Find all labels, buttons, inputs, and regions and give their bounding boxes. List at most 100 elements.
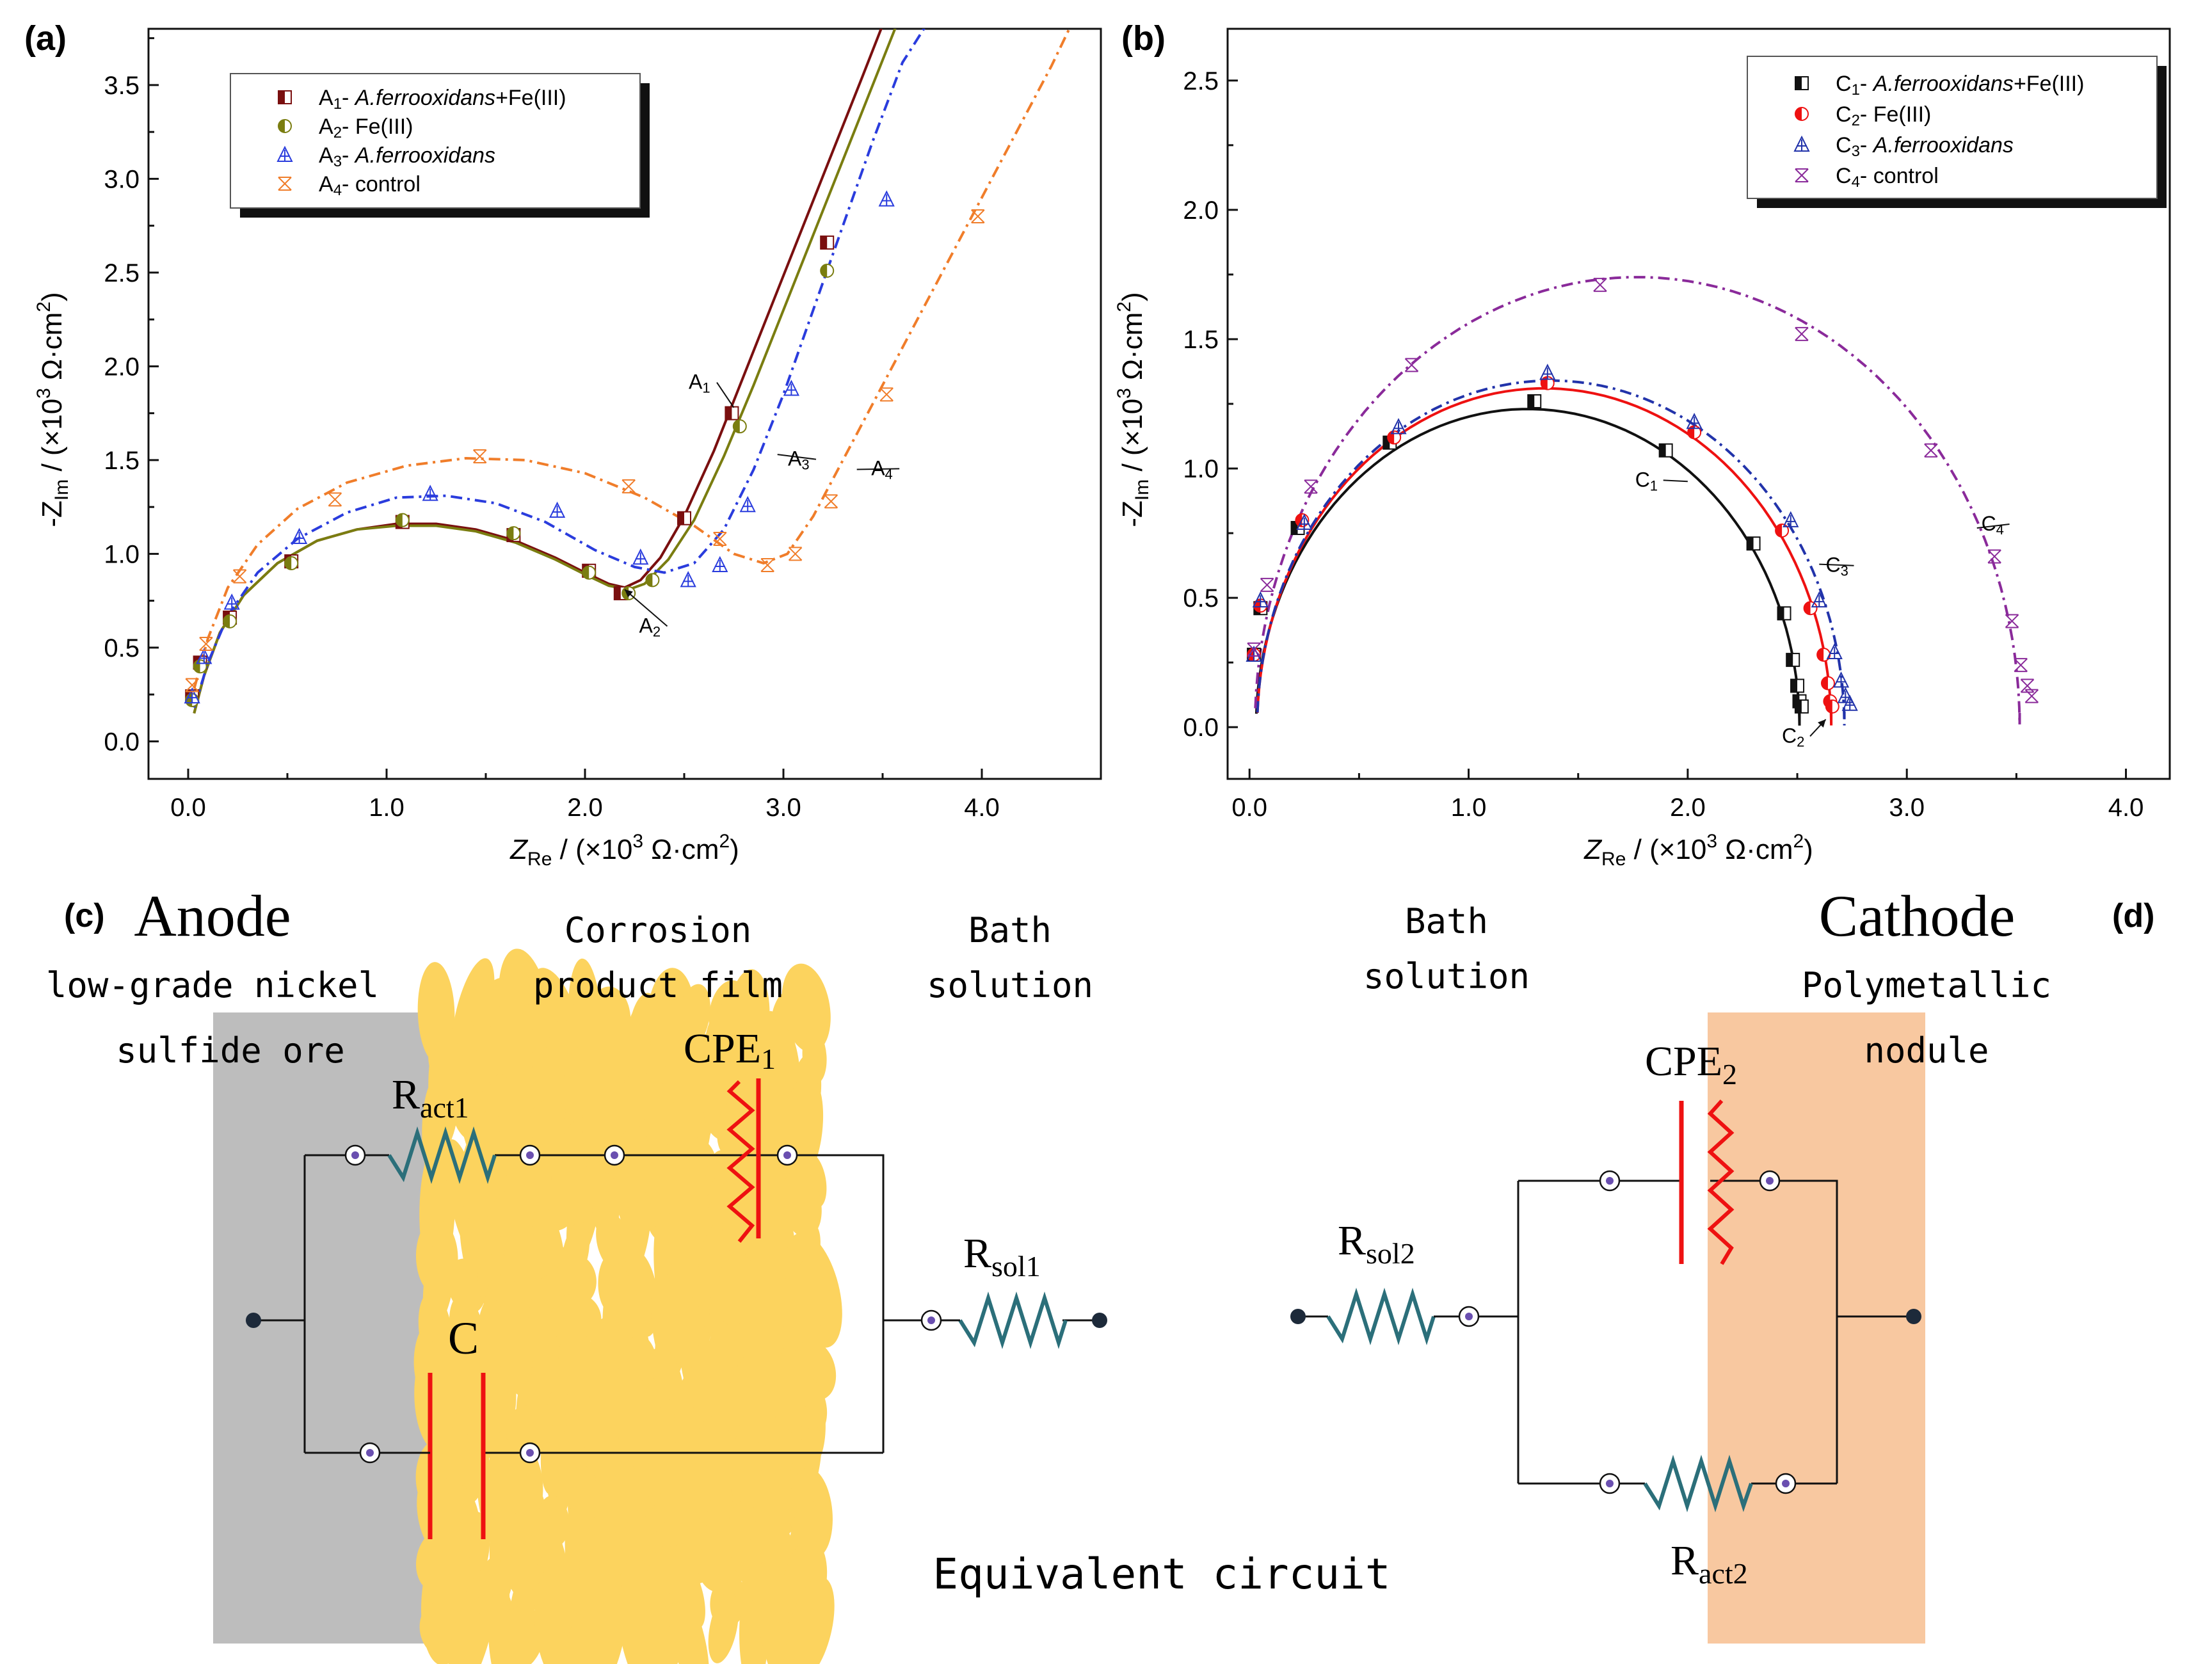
point-C3	[1783, 511, 1799, 527]
point-C1	[1794, 699, 1809, 714]
cathode-title: Cathode	[1819, 883, 2016, 948]
point-A4	[621, 479, 636, 493]
point-C2	[1775, 524, 1790, 538]
legend-a-marker-2	[278, 119, 292, 133]
anode-output-terminal	[1092, 1313, 1107, 1328]
point-C3	[1252, 591, 1269, 608]
film-blob	[554, 1254, 597, 1306]
node-c-left	[359, 1442, 381, 1464]
film-blob	[675, 1559, 705, 1629]
panel-label-b: (b)	[1121, 19, 1166, 58]
point-A3	[184, 687, 200, 704]
cathode-nodule-region	[1708, 1012, 1925, 1644]
chart-b-fit-lines	[1254, 276, 2021, 726]
point-A3	[632, 548, 649, 565]
fit-line-C4	[1254, 276, 2021, 725]
point-C3	[1390, 418, 1407, 435]
resistor-r-sol2	[1326, 1287, 1436, 1346]
chart-b-ytick-label: 0.0	[1183, 714, 1219, 742]
point-A3	[878, 190, 895, 207]
chart-a-legend: A1- A.ferrooxidans+Fe(III) A2- Fe(III) A…	[230, 73, 650, 218]
chart-b-ytick-label: 0.5	[1183, 584, 1219, 612]
annotation-leader-A1	[716, 382, 735, 408]
film-blob	[781, 963, 831, 1053]
point-C1	[1746, 536, 1761, 551]
panel-b: (b) 0.0 1.0 2.0 3.0 4.0 0.0 0.5 1.0 1.5 2.0 2.5 C1…	[1114, 19, 2171, 870]
bath-left-line1: Bath	[968, 910, 1052, 950]
point-C3	[1841, 694, 1858, 711]
point-C1	[1527, 394, 1542, 408]
point-A3	[549, 501, 566, 518]
film-label-line2: product film	[533, 965, 783, 1005]
point-A2	[732, 419, 747, 434]
chart-b-annotations: C1 C2 C3 C4	[1635, 468, 2010, 749]
chart-a-points	[184, 190, 985, 707]
anode-terminal	[246, 1313, 261, 1328]
point-C3	[1296, 513, 1313, 530]
point-A4	[713, 531, 727, 546]
point-A3	[291, 527, 308, 545]
chart-a-xtick-label: 0.0	[170, 794, 206, 822]
chart-a-xtick-label: 2.0	[567, 794, 603, 822]
point-C4	[1987, 549, 2001, 564]
point-C4	[2014, 658, 2028, 673]
point-C3	[1832, 671, 1850, 688]
label-r-sol2: Rsol2	[1338, 1217, 1415, 1270]
annotation-label-C4: C4	[1982, 512, 2004, 538]
point-A4	[760, 557, 774, 572]
legend-a-marker-4	[278, 177, 292, 191]
chart-b-axes: 0.0 1.0 2.0 3.0 4.0 0.0 0.5 1.0 1.5 2.0 2.5	[1183, 67, 2144, 822]
legend-a-entry-1: A1- A.ferrooxidans+Fe(III)	[319, 86, 566, 113]
cathode-subtitle-line2: nodule	[1864, 1030, 1989, 1071]
annotation-leader-C4	[1976, 524, 2010, 529]
chart-a-ytick-label: 1.0	[104, 540, 140, 568]
label-r-sol1: Rsol1	[963, 1230, 1041, 1283]
legend-b-marker-4	[1795, 168, 1809, 182]
point-C4	[1304, 479, 1318, 494]
chart-a-xtick-label: 3.0	[765, 794, 801, 822]
label-r-act1: Ract1	[392, 1071, 469, 1124]
chart-b-x-label: ZRe / (×103 Ω·cm2)	[1583, 831, 1813, 870]
node-r-act2-right	[1775, 1473, 1797, 1494]
legend-a-marker-3	[276, 145, 293, 162]
film-blob	[786, 1576, 835, 1664]
point-C2	[1803, 601, 1818, 616]
point-C2	[1820, 676, 1835, 691]
legend-a-entry-2: A2- Fe(III)	[319, 115, 413, 141]
resistor-r-act1	[387, 1126, 497, 1185]
point-C3	[1539, 364, 1556, 380]
legend-b-marker-1	[1795, 76, 1809, 90]
annotation-leader-A3	[777, 454, 817, 460]
point-A3	[680, 571, 696, 588]
bath-right-line2: solution	[1363, 956, 1530, 996]
point-A4	[788, 547, 803, 561]
annotation-label-A4: A4	[871, 456, 893, 482]
chart-b-xtick-label: 0.0	[1231, 794, 1267, 822]
film-blob	[494, 1606, 544, 1664]
point-C4	[1404, 358, 1419, 372]
legend-b-entry-3: C3- A.ferrooxidans	[1836, 133, 2014, 160]
chart-a-ytick-label: 2.5	[104, 259, 140, 287]
chart-b-ytick-label: 2.0	[1183, 196, 1219, 225]
legend-b-box	[1747, 56, 2158, 199]
node-cpe1-left	[604, 1144, 625, 1166]
chart-b-xtick-label: 3.0	[1889, 794, 1925, 822]
point-A4	[185, 678, 199, 692]
point-C4	[2005, 614, 2019, 628]
point-A2	[395, 513, 410, 527]
point-A2	[284, 556, 299, 571]
node-r-act2-left	[1599, 1473, 1621, 1494]
film-blob	[550, 1293, 602, 1346]
fit-line-C3	[1256, 379, 1846, 726]
point-A4	[971, 209, 985, 223]
chart-a-ytick-label: 0.5	[104, 634, 140, 662]
legend-b-entry-1: C1- A.ferrooxidans+Fe(III)	[1836, 72, 2084, 99]
resistor-r-sol1	[958, 1291, 1068, 1350]
legend-b-marker-3	[1793, 135, 1810, 152]
point-C4	[1924, 443, 1938, 458]
corrosion-film-region	[413, 948, 842, 1664]
point-C4	[1247, 642, 1261, 657]
cpe1-zigzag	[726, 1080, 755, 1243]
point-C4	[1260, 577, 1274, 592]
